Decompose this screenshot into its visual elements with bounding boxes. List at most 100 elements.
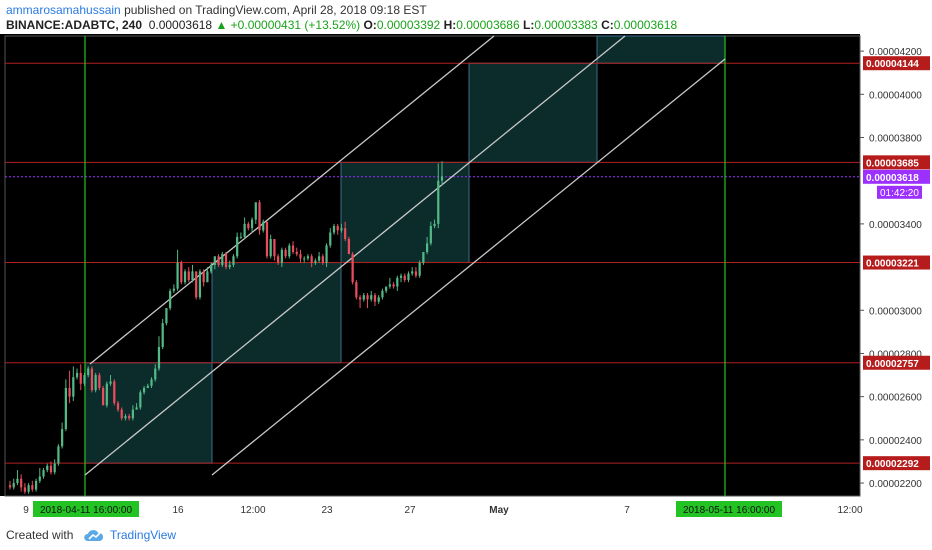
candle-body [42,470,45,477]
candle-body [399,275,403,278]
projection-box [596,35,726,64]
candle-body [165,308,168,324]
candle-body [440,176,444,181]
candle-body [113,381,116,404]
candle-body [198,271,202,298]
candle-body [437,180,440,224]
candle-body [336,226,339,231]
candle-body [94,375,97,391]
candle-body [332,226,336,233]
candle-body [362,295,365,300]
channel-line [211,58,726,476]
candle-body [23,487,27,492]
low-label: L: [522,18,535,32]
candle-body [329,232,332,246]
candle-body [109,381,112,384]
level-label-box [863,456,930,471]
candle-body [98,375,101,389]
candle-body [101,388,105,406]
candle-body [373,295,377,302]
level-label: 0.00003685 [866,158,919,169]
publish-line: ammarosamahussain published on TradingVi… [6,3,427,17]
change-value: +0.00000431 (+13.52%) [230,18,361,32]
time-tick-label: 23 [321,505,333,516]
candle-body [53,463,56,473]
symbol-label: BINANCE:ADABTC, 240 [6,18,143,32]
chart-area[interactable]: 0.00004200 0.00004000 0.00003800 0.00003400… [0,34,932,520]
candle-body [396,277,399,287]
candle-body [38,476,41,481]
candle-body [157,346,161,369]
time-tick-label: 9 [23,505,29,516]
candle-body [135,407,138,410]
last-price-value: 0.00003618 [148,18,213,32]
close-value: 0.00003618 [613,18,678,32]
high-label: H: [443,18,457,32]
candle-body [105,383,108,406]
time-tick-label: 12:00 [837,505,862,516]
candle-body [20,478,23,488]
candle-body [16,478,19,484]
candle-body [224,254,228,268]
level-label-box [863,355,930,370]
candle-body [340,228,343,231]
candle-body [280,249,283,263]
candle-body [381,290,384,298]
candle-body [209,264,213,272]
candle-body [221,254,224,265]
candle-body [265,221,269,257]
candle-body [407,273,410,281]
level-label-box [863,155,930,170]
high-value: 0.00003686 [456,18,520,32]
date-marker-label: 2018-04-11 16:00:00 [40,505,133,516]
open-value: 0.00003392 [376,18,441,32]
candle-body [344,228,347,240]
time-tick-label: 12:00 [240,505,265,516]
candle-body [150,379,153,386]
price-tick-label: 0.00002200 [869,479,922,490]
candle-body [433,223,436,227]
candle-body [217,256,220,265]
tradingview-cloud-icon [82,527,106,546]
last-price-label: 0.00003618 [866,173,919,184]
chart-header: ammarosamahussain published on TradingVi… [0,0,932,34]
candle-body [291,245,295,252]
candle-body [75,372,79,378]
time-tick-label: May [489,505,509,516]
candle-body [425,243,429,252]
candle-body [131,409,135,419]
low-value: 0.00003383 [534,18,598,32]
candle-body [8,485,12,488]
level-label-box [863,56,930,71]
price-tick-label: 0.00004000 [869,90,922,101]
candle-body [385,286,388,291]
candle-body [154,368,157,380]
candle-body [370,295,373,300]
price-chart[interactable]: 0.00004200 0.00004000 0.00003800 0.00003400… [0,34,932,520]
candle-body [124,416,127,419]
candle-body [172,288,175,291]
candle-body [68,388,71,397]
tradingview-brand[interactable]: TradingView [110,528,177,542]
candle-body [146,385,149,389]
candle-body [414,271,418,276]
candle-body [351,254,354,283]
candle-body [195,271,198,298]
candle-body [295,251,298,255]
close-label: C: [601,18,614,32]
channel-line [89,35,495,365]
candle-body [299,254,302,259]
candle-body [250,219,254,229]
candle-body [254,202,257,220]
level-label: 0.00004144 [866,59,919,70]
candle-body [243,223,246,237]
candle-body [27,485,30,492]
author-link[interactable]: ammarosamahussain [6,3,121,17]
candle-body [31,485,34,490]
candle-body [303,258,306,260]
candle-body [358,297,362,300]
time-tick-label: 7 [624,505,630,516]
price-tick-label: 0.00004200 [869,47,922,58]
date-marker-box [676,501,782,517]
candle-body [64,388,67,430]
